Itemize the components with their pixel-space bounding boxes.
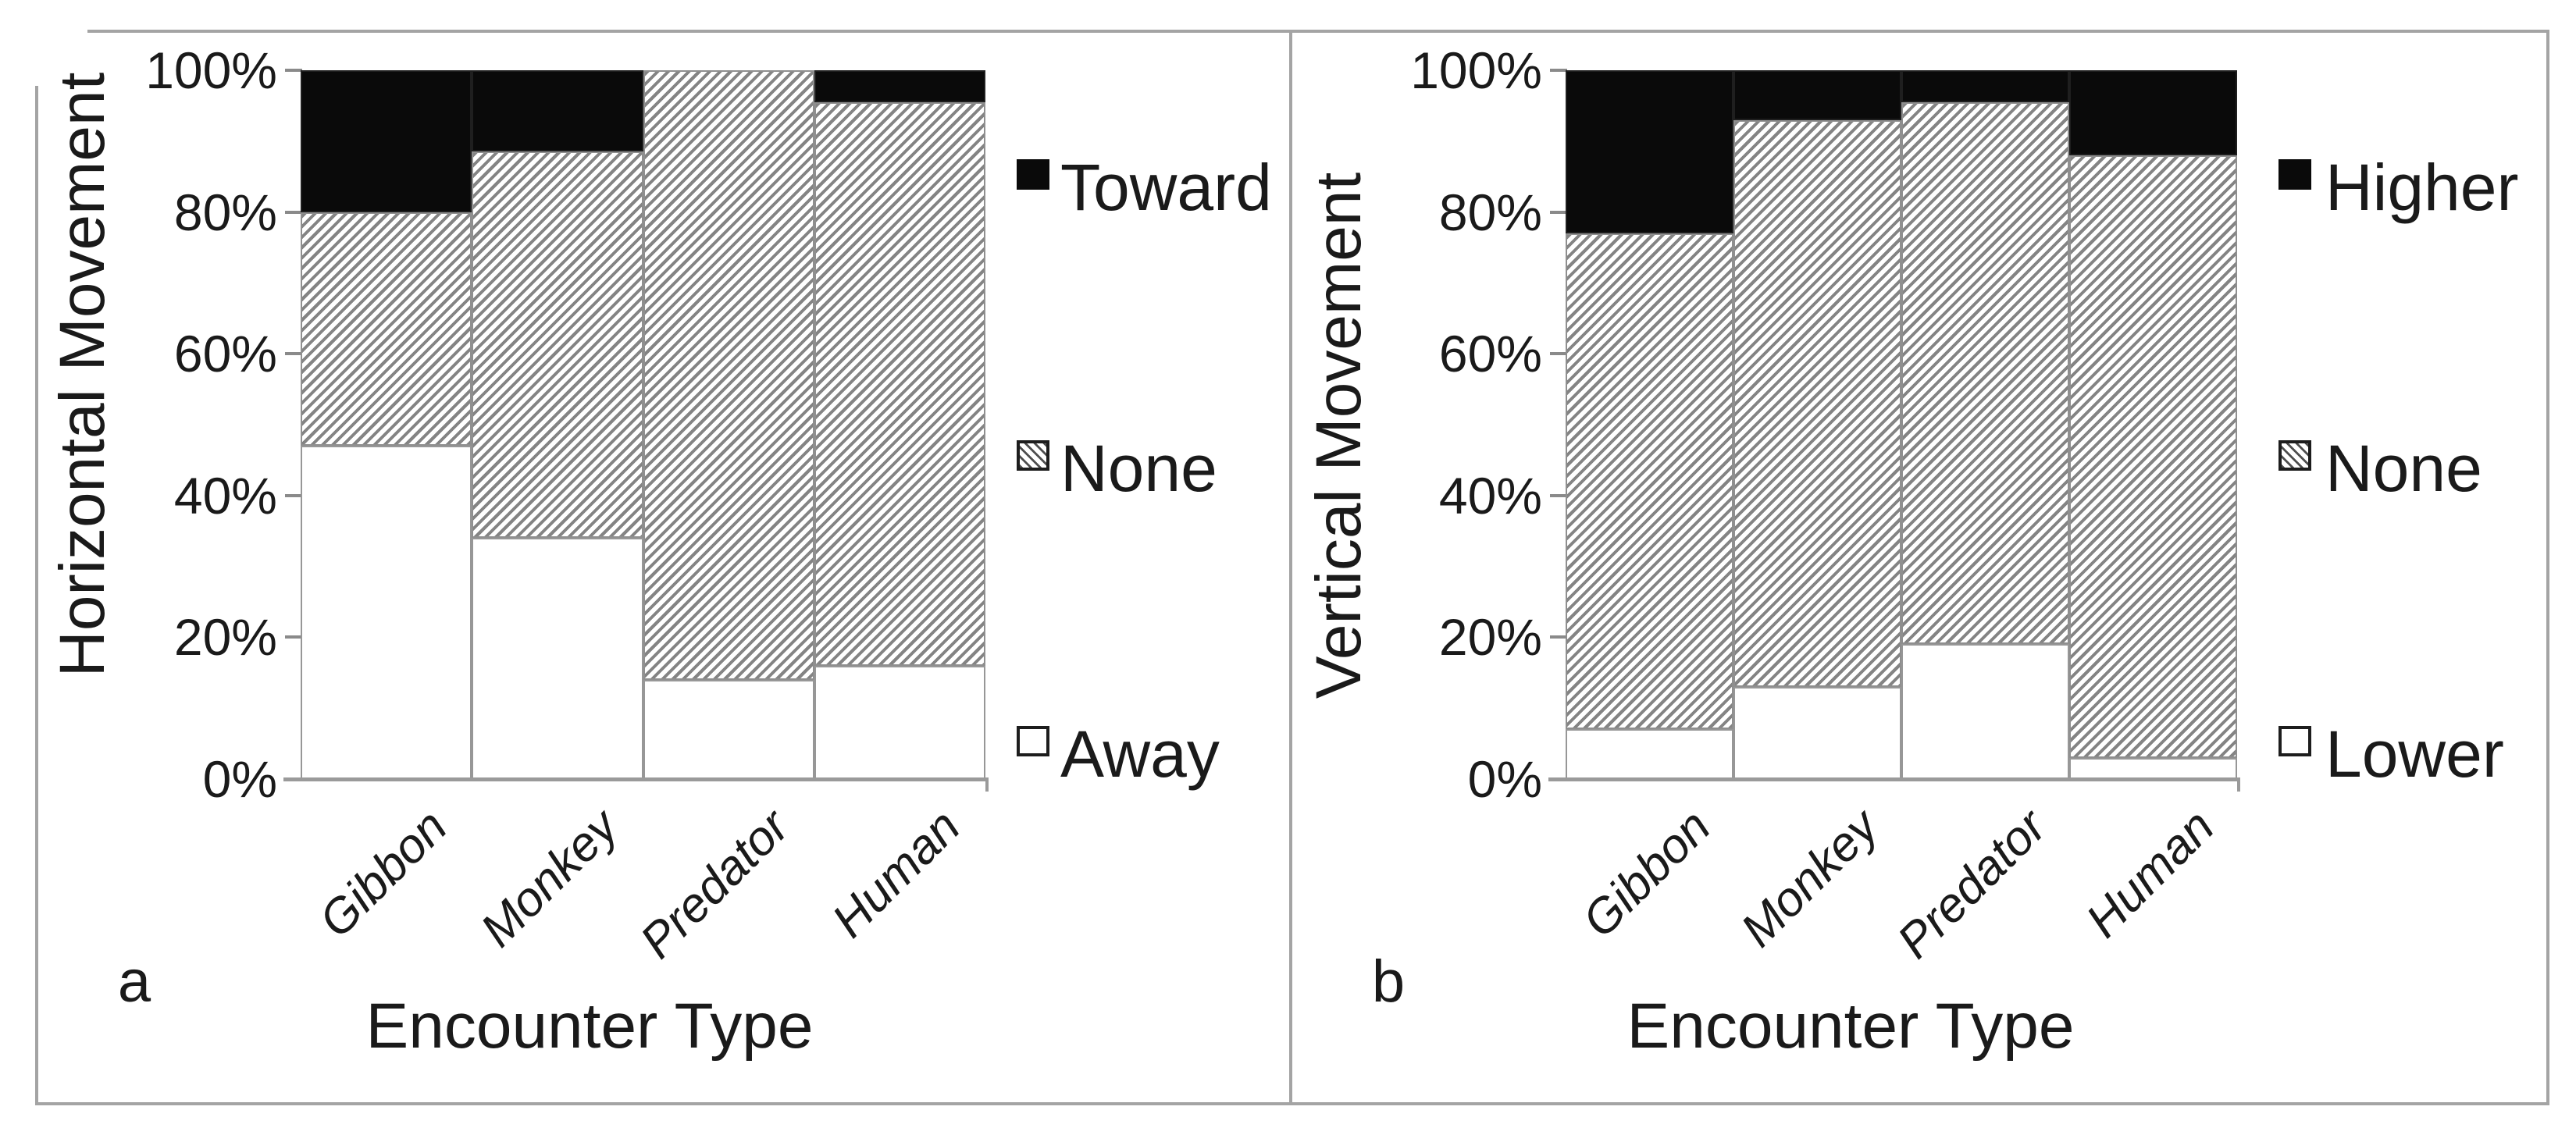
legend-swatch-toward [1017, 159, 1049, 190]
bar-segment-higher-predator [1901, 70, 2069, 102]
bar-segment-away-human [814, 665, 985, 779]
y-tick-label: 0% [202, 750, 277, 808]
y-tick-label: 20% [1438, 608, 1542, 667]
legend-swatch-lower [2278, 726, 2311, 756]
panel-divider [1289, 30, 1292, 1102]
y-tick-mark [1550, 210, 1567, 214]
bar-segment-lower-gibbon [1566, 729, 1733, 779]
figure-border-bottom [35, 1102, 2549, 1105]
y-tick-label: 60% [173, 325, 277, 383]
y-tick-label: 100% [1410, 41, 1542, 99]
bar-segment-lower-human [2069, 757, 2237, 779]
y-tick-label: 40% [1438, 466, 1542, 525]
bar-segment-away-monkey [472, 538, 643, 779]
legend-swatch-higher [2278, 159, 2311, 190]
legend-swatch-none [1017, 440, 1049, 471]
bar-segment-none-gibbon [301, 212, 472, 447]
bar-segment-higher-human [2069, 70, 2237, 155]
x-axis-baseline [283, 777, 989, 781]
figure-border-right [2546, 30, 2549, 1105]
bar-segment-toward-monkey [472, 70, 643, 152]
y-tick-mark [1550, 69, 1567, 72]
bar-segment-none-predator [643, 70, 814, 680]
figure-border-top [87, 30, 2549, 33]
y-tick-mark [1550, 635, 1567, 639]
y-tick-label: 80% [1438, 183, 1542, 241]
bar-segment-toward-human [814, 70, 985, 102]
y-tick-mark [1550, 493, 1567, 497]
legend-label-none: None [1060, 432, 1217, 505]
y-tick-mark [285, 210, 302, 214]
y-tick-label: 40% [173, 466, 277, 525]
legend-label-toward: Toward [1060, 151, 1272, 224]
panel-letter: a [117, 948, 151, 1015]
y-tick-label: 80% [173, 183, 277, 241]
y-tick-label: 60% [1438, 325, 1542, 383]
bar-segment-lower-predator [1901, 644, 2069, 779]
y-tick-label: 100% [145, 41, 277, 99]
bar-segment-none-monkey [472, 151, 643, 539]
y-tick-mark [1550, 352, 1567, 356]
y-tick-mark [285, 493, 302, 497]
y-tick-mark [285, 635, 302, 639]
bar-segment-none-gibbon [1566, 233, 1733, 730]
bar-segment-higher-monkey [1733, 70, 1901, 120]
bar-segment-away-gibbon [301, 446, 472, 779]
legend-label-away: Away [1060, 717, 1220, 791]
bar-segment-higher-gibbon [1566, 70, 1733, 233]
y-tick-label: 0% [1467, 750, 1542, 808]
legend-label-lower: Lower [2325, 717, 2504, 791]
x-axis-end-tick [985, 779, 989, 792]
legend-swatch-away [1017, 726, 1049, 756]
bar-segment-lower-monkey [1733, 686, 1901, 779]
x-axis-title: Encounter Type [1626, 991, 2075, 1062]
x-axis-end-tick [2237, 779, 2240, 792]
x-axis-baseline [1548, 777, 2240, 781]
bar-segment-none-human [814, 101, 985, 666]
y-tick-mark [285, 69, 302, 72]
x-axis-title: Encounter Type [365, 991, 814, 1062]
figure-border-left [35, 86, 38, 1105]
bar-segment-none-predator [1901, 101, 2069, 645]
legend-label-none: None [2325, 432, 2482, 505]
bar-segment-toward-gibbon [301, 70, 472, 212]
y-axis-title: Vertical Movement [1303, 172, 1374, 699]
bar-segment-away-predator [643, 679, 814, 779]
y-tick-label: 20% [173, 608, 277, 667]
y-tick-mark [285, 352, 302, 356]
bar-segment-none-monkey [1733, 119, 1901, 687]
bar-segment-none-human [2069, 155, 2237, 758]
legend-label-higher: Higher [2325, 151, 2519, 224]
panel-letter: b [1371, 948, 1406, 1015]
legend-swatch-none [2278, 440, 2311, 471]
